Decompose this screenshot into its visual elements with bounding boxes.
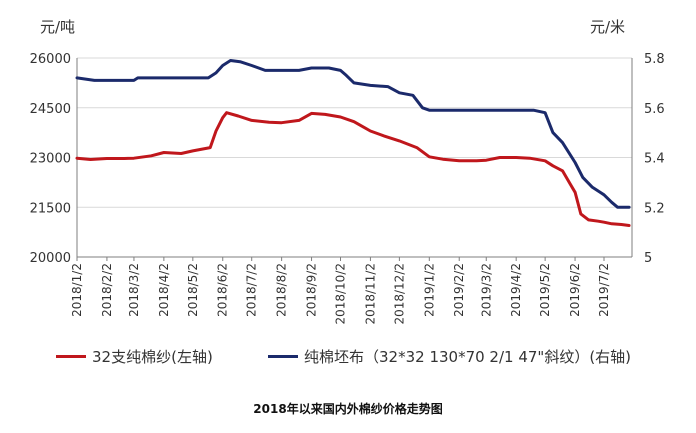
left-y-tick-label: 23000	[30, 152, 71, 167]
left-y-tick-label: 20000	[30, 251, 71, 266]
x-tick-label: 2019/3/2	[479, 263, 493, 317]
x-ticks: 2018/1/2 2018/2/2 2018/3/2 2018/4/2 2018/5/2…	[70, 257, 611, 325]
right-y-tick-label: 5.8	[644, 52, 665, 67]
legend-label-yarn: 32支纯棉纱(左轴)	[92, 348, 213, 366]
x-tick-label: 2018/6/2	[216, 263, 230, 317]
series-line-fabric	[75, 59, 631, 209]
x-tick-label: 2019/2/2	[452, 263, 466, 317]
series-lines	[75, 59, 631, 227]
left-y-ticks: 20000 21500 23000 24500 26000	[30, 52, 71, 266]
right-y-tick-label: 5	[644, 251, 652, 266]
legend-label-fabric: 纯棉坯布（32*32 130*70 2/1 47"斜纹）(右轴)	[304, 348, 632, 366]
x-tick-label: 2018/7/2	[245, 263, 259, 317]
right-axis-unit: 元/米	[590, 18, 625, 36]
x-tick-label: 2019/7/2	[597, 263, 611, 317]
left-y-tick-label: 24500	[30, 102, 71, 117]
x-tick-label: 2018/11/2	[363, 263, 377, 325]
right-y-ticks: 5 5.2 5.4 5.6 5.8	[644, 52, 665, 266]
left-y-tick-label: 21500	[30, 201, 71, 216]
x-tick-label: 2019/6/2	[568, 263, 582, 317]
x-tick-label: 2018/9/2	[305, 263, 319, 317]
right-y-tick-label: 5.6	[644, 102, 665, 117]
figure-caption: 2018年以来国内外棉纱价格走势图	[253, 402, 443, 416]
x-tick-label: 2018/10/2	[334, 263, 348, 325]
legend-swatch-fabric	[268, 355, 298, 358]
left-y-tick-label: 26000	[30, 52, 71, 67]
x-tick-label: 2018/3/2	[127, 263, 141, 317]
legend: 32支纯棉纱(左轴) 纯棉坯布（32*32 130*70 2/1 47"斜纹）(…	[0, 346, 696, 370]
x-tick-label: 2018/4/2	[157, 263, 171, 317]
series-line-yarn	[75, 111, 631, 227]
x-tick-label: 2019/4/2	[509, 263, 523, 317]
x-tick-label: 2018/8/2	[275, 263, 289, 317]
legend-swatch-yarn	[56, 355, 86, 358]
x-tick-label: 2018/2/2	[100, 263, 114, 317]
gridlines	[76, 57, 633, 258]
x-tick-label: 2019/1/2	[422, 263, 436, 317]
right-y-tick-label: 5.2	[644, 201, 665, 216]
legend-item-fabric: 纯棉坯布（32*32 130*70 2/1 47"斜纹）(右轴)	[268, 346, 631, 367]
x-tick-label: 2018/1/2	[70, 263, 84, 317]
legend-item-yarn: 32支纯棉纱(左轴)	[56, 346, 213, 367]
x-tick-label: 2018/12/2	[392, 263, 406, 325]
x-tick-label: 2019/5/2	[538, 263, 552, 317]
x-tick-label: 2018/5/2	[186, 263, 200, 317]
right-y-tick-label: 5.4	[644, 152, 665, 167]
chart: 元/吨 元/米 20000 21500 23000 24500 26000 5 5.2 5.…	[30, 18, 665, 325]
left-axis-unit: 元/吨	[40, 18, 75, 36]
